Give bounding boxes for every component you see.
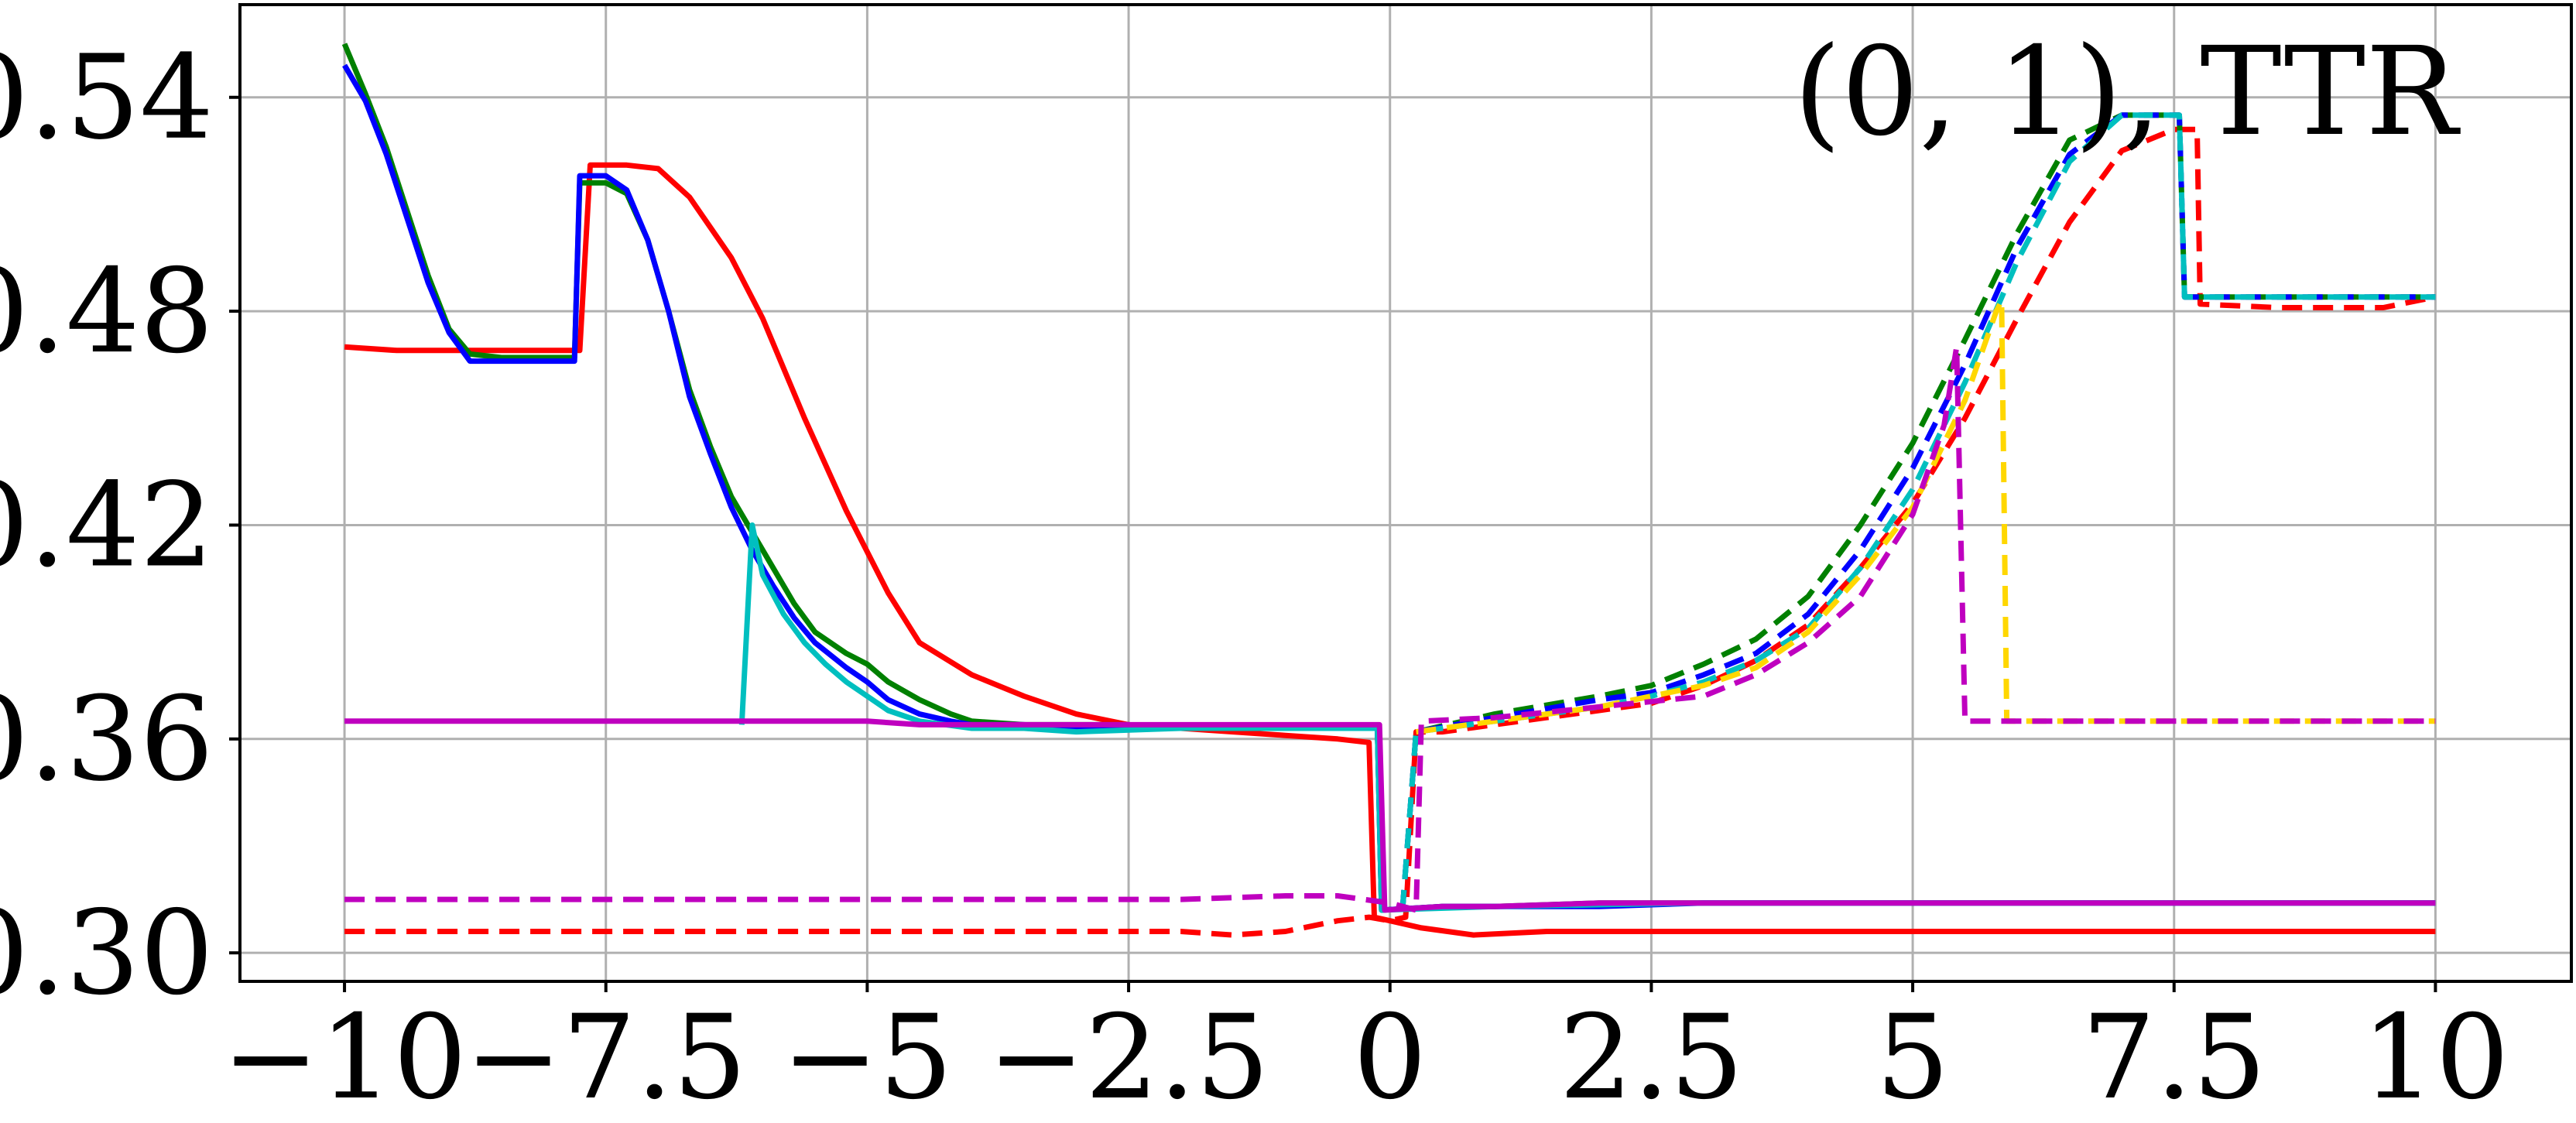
series-line-10 [344, 344, 2436, 913]
x-tick-label: 0 [1353, 991, 1427, 1123]
series-line-0 [344, 162, 2436, 938]
series-line-8 [1416, 297, 2436, 735]
series-line-7 [1399, 112, 2436, 911]
x-tick-label: −5 [782, 991, 953, 1123]
y-tick-label: 0.30 [0, 886, 214, 1021]
x-tick-label: 5 [1875, 991, 1949, 1123]
y-tick-label: 0.54 [0, 31, 214, 166]
x-tick-label: 7.5 [2081, 991, 2266, 1123]
series-line-3 [1399, 112, 2436, 911]
grid-lines [240, 5, 2571, 981]
y-tick-label: 0.42 [0, 458, 214, 593]
y-tick-label: 0.48 [0, 245, 214, 379]
series-line-5 [1399, 112, 2436, 911]
x-tick-label: −7.5 [465, 991, 747, 1123]
series-line-6 [738, 522, 2436, 913]
plot-frame [238, 3, 2573, 983]
y-axis-ticks: 0.30 0.36 0.42 0.48 0.54 [0, 31, 240, 1021]
x-tick-label: 10 [2362, 991, 2509, 1123]
x-axis-ticks: −10−7.5 −5 −2.5 0 2.5 5 7.5 10 [222, 981, 2509, 1123]
x-tick-label: −10 [222, 991, 468, 1123]
x-tick-label: −2.5 [988, 991, 1269, 1123]
series-lines [341, 43, 2437, 938]
series-line-9 [344, 718, 2436, 913]
x-tick-label: 2.5 [1559, 991, 1744, 1123]
chart-annotation: (0, 1), TTR [1793, 21, 2461, 163]
y-tick-label: 0.36 [0, 673, 214, 807]
